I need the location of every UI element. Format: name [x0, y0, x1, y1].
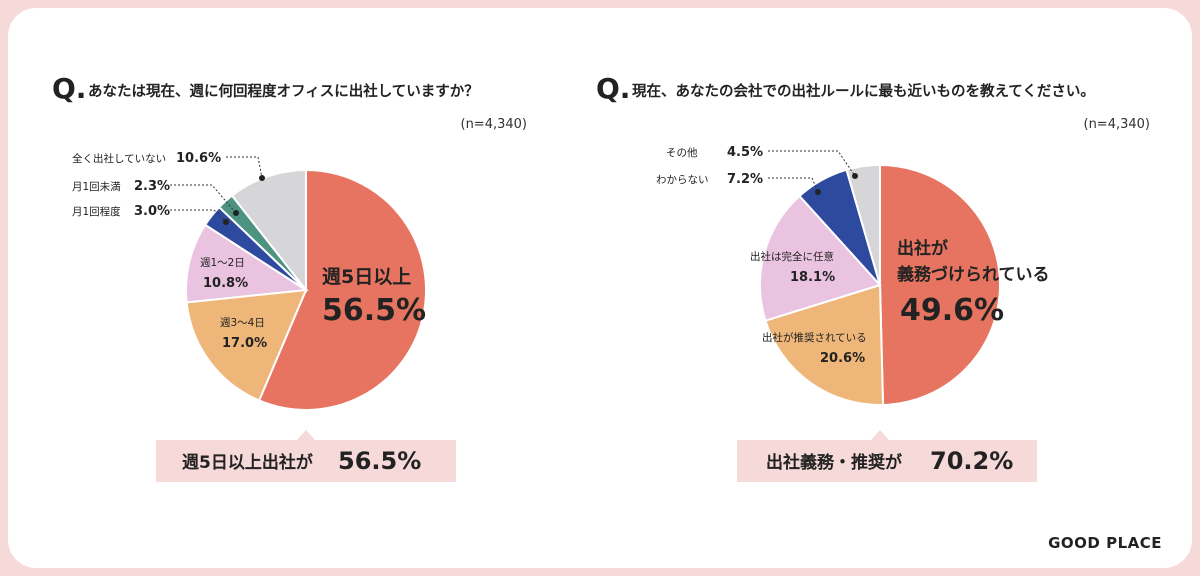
chart2-summary-text: 出社義務・推奨が — [766, 452, 902, 473]
chart1-banner-pointer — [297, 430, 315, 440]
chart1-slice-label-5: 全く出社していない — [72, 152, 166, 165]
chart1-title: あなたは現在、週に何回程度オフィスに出社していますか？ — [88, 82, 479, 100]
chart1-summary-value: 56.5% — [338, 447, 421, 475]
chart1-summary-text: 週5日以上出社が — [182, 452, 313, 473]
chart2-slice-0 — [879, 163, 1001, 406]
chart1-slice-1 — [185, 288, 308, 402]
chart2-slice-label-4: その他 — [666, 146, 698, 159]
chart2-summary-value: 70.2% — [930, 447, 1013, 475]
chart2-slice-value-1: 20.6% — [820, 351, 865, 366]
chart2-slice-label-1: 出社が推奨されている — [762, 331, 867, 344]
chart2-title: 現在、あなたの会社での出社ルールに最も近いものを教えてください。 — [632, 82, 1095, 100]
chart1-sample-size: (n=4,340) — [461, 117, 528, 132]
chart2-summary-banner — [737, 440, 1037, 482]
chart2-slice-value-4: 4.5% — [727, 145, 763, 160]
chart2-slice-value-0: 49.6% — [900, 293, 1004, 328]
chart1-slice-value-5: 10.6% — [176, 151, 221, 166]
chart1-slice-label-0: 週5日以上 — [322, 266, 411, 288]
chart1-slice-5 — [230, 168, 307, 293]
chart1-slice-value-3: 3.0% — [134, 204, 170, 219]
chart1-slice-value-1: 17.0% — [222, 336, 267, 351]
chart1-leader-line-3 — [170, 209, 227, 223]
chart1-leader-dot-3 — [223, 219, 229, 225]
chart1-slice-label-3: 月1回程度 — [72, 205, 121, 218]
chart2-slice-label-0-line2: 義務づけられている — [897, 264, 1050, 285]
chart1-leader-dot-5 — [259, 175, 265, 181]
brand-logo: GOOD PLACE — [1048, 534, 1162, 552]
chart1-slice-value-4: 2.3% — [134, 179, 170, 194]
chart1-slice-0 — [257, 168, 427, 411]
chart1-leader-line-4 — [170, 184, 237, 214]
chart1-slice-label-1: 週3〜4日 — [220, 317, 265, 329]
chart2-slice-label-2: 出社は完全に任意 — [750, 250, 834, 263]
chart2-q-mark: Q. — [596, 72, 630, 105]
chart2-banner-pointer — [871, 430, 889, 440]
chart2-leader-line-4 — [768, 150, 856, 177]
chart2-slice-value-2: 18.1% — [790, 270, 835, 285]
chart2-slice-2 — [759, 194, 882, 322]
chart2-slice-4 — [845, 163, 881, 286]
chart2-sample-size: (n=4,340) — [1084, 117, 1151, 132]
chart2-slice-label-0: 出社が — [897, 238, 948, 259]
chart1-slice-2 — [185, 223, 309, 304]
chart2-leader-line-3 — [768, 177, 819, 193]
chart1-slice-label-2: 週1〜2日 — [200, 257, 245, 269]
chart2-leader-dot-4 — [852, 173, 858, 179]
chart2-slice-label-3: わからない — [656, 174, 709, 186]
chart2-slice-value-3: 7.2% — [727, 172, 763, 187]
chart1-summary-banner — [156, 440, 456, 482]
chart1-slice-label-4: 月1回未満 — [72, 181, 121, 193]
chart1-leader-dot-4 — [233, 210, 239, 216]
chart1-slice-value-2: 10.8% — [203, 276, 248, 291]
chart2-slice-1 — [764, 283, 885, 406]
chart1-slice-value-0: 56.5% — [322, 293, 426, 328]
chart2-leader-dot-3 — [815, 189, 821, 195]
chart1-leader-line-5 — [226, 156, 263, 179]
chart1-q-mark: Q. — [52, 72, 86, 105]
